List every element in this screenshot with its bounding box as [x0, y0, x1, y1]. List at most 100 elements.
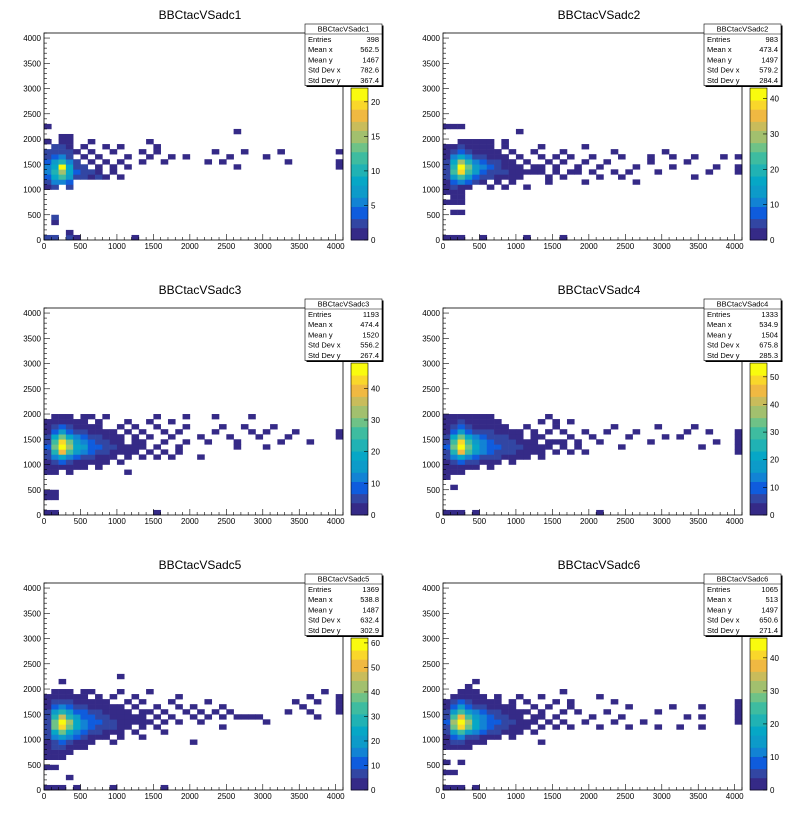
color-scale-step [351, 167, 368, 171]
heatmap-bin [80, 454, 89, 460]
heatmap-bin [734, 164, 743, 170]
heatmap-bin [58, 434, 67, 440]
heatmap-bin [44, 734, 52, 740]
x-axis: 0 500 1000 1500 2000 2500 3000 3500 4000 [42, 234, 345, 251]
heatmap-bin [508, 179, 517, 185]
heatmap-bin [443, 724, 451, 730]
heatmap-bin [464, 719, 473, 725]
color-scale-step [351, 384, 368, 388]
heatmap-bin [321, 689, 329, 695]
heatmap-bin [508, 709, 517, 715]
x-tick-label: 3000 [254, 517, 272, 526]
heatmap-bin [603, 709, 612, 715]
heatmap-bin [698, 714, 706, 720]
color-scale-step [750, 777, 767, 782]
heatmap-bin [65, 699, 74, 705]
color-scale-step [750, 215, 767, 220]
heatmap-bin [457, 689, 466, 695]
heatmap-bin [472, 174, 480, 180]
color-scale-step [750, 142, 767, 147]
color-scale-step [750, 429, 767, 434]
heatmap-bin [494, 459, 502, 465]
heatmap-bin [138, 149, 147, 155]
color-scale-step [750, 717, 767, 721]
color-scale-step [351, 112, 368, 116]
heatmap-bin [65, 464, 74, 470]
heatmap-bin [233, 444, 242, 450]
heatmap-bin [464, 184, 473, 190]
z-tick-label: 0 [770, 786, 775, 795]
heatmap-bin [131, 714, 140, 720]
heatmap-bin [443, 719, 451, 725]
heatmap-bin [537, 434, 546, 440]
heatmap-bin [102, 719, 110, 725]
x-axis: 0 500 1000 1500 2000 2500 3000 3500 4000 [441, 509, 744, 526]
color-scale-step [351, 197, 368, 201]
heatmap-bin [566, 419, 575, 425]
z-tick-label: 40 [770, 654, 779, 663]
heatmap-bin [647, 154, 655, 160]
heatmap-bin [464, 434, 473, 440]
heatmap-bin [51, 184, 59, 190]
heatmap-bin [87, 424, 96, 430]
stats-value: 1520 [362, 330, 379, 339]
heatmap-bin [647, 439, 655, 445]
heatmap-bin [175, 719, 183, 725]
heatmap-bin [65, 694, 74, 700]
color-scale-step [750, 695, 767, 700]
x-axis: 0 500 1000 1500 2000 2500 3000 3500 4000 [441, 784, 744, 801]
heatmap-bin [479, 699, 488, 705]
y-tick-label: 3500 [422, 609, 440, 618]
heatmap-bin [73, 714, 81, 720]
color-scale-step [750, 200, 767, 204]
heatmap-bin [51, 749, 59, 755]
heatmap-bin [734, 169, 743, 175]
heatmap-bin [494, 159, 502, 165]
color-scale-step [750, 439, 767, 443]
heatmap-bin [58, 439, 67, 445]
color-scale-step [750, 94, 767, 98]
color-scale-step [750, 472, 767, 476]
heatmap-bin [515, 439, 524, 445]
heatmap-bin [51, 694, 59, 700]
color-scale-step [750, 399, 767, 403]
heatmap-bin [457, 509, 466, 516]
heatmap-bin [335, 694, 344, 700]
heatmap-bin [65, 729, 74, 735]
heatmap-bin [131, 439, 140, 445]
color-scale-step [750, 417, 767, 422]
heatmap-bin [175, 694, 183, 700]
color-scale-step [750, 97, 767, 101]
stats-value: 675.8 [759, 341, 778, 350]
color-scale-step [351, 710, 368, 715]
heatmap-bin [65, 429, 74, 435]
heatmap-bin [596, 164, 604, 170]
heatmap-bin [167, 154, 176, 160]
heatmap-bin [494, 179, 502, 185]
heatmap-bin [501, 444, 509, 450]
color-scale-step [351, 139, 368, 144]
stats-value: 1333 [761, 310, 778, 319]
heatmap-bin [464, 699, 473, 705]
x-tick-label: 1000 [108, 517, 126, 526]
heatmap-bin [450, 439, 458, 445]
heatmap-bin [160, 449, 169, 455]
color-scale-step [750, 191, 767, 195]
heatmap-bin [95, 434, 103, 440]
heatmap-bin [450, 459, 458, 465]
heatmap-bin [479, 179, 488, 185]
heatmap-bin [204, 699, 213, 705]
heatmap-bin [486, 734, 495, 740]
heatmap-bin [552, 154, 560, 160]
x-tick-label: 2000 [580, 242, 598, 251]
heatmap-bin [73, 419, 81, 425]
heatmap-bin [537, 709, 546, 715]
heatmap-bin [51, 149, 59, 155]
heatmap-bin [457, 194, 466, 200]
heatmap-bin [73, 459, 81, 465]
heatmap-bin [566, 724, 575, 730]
color-scale-step [351, 707, 368, 712]
heatmap-bin [472, 729, 480, 735]
